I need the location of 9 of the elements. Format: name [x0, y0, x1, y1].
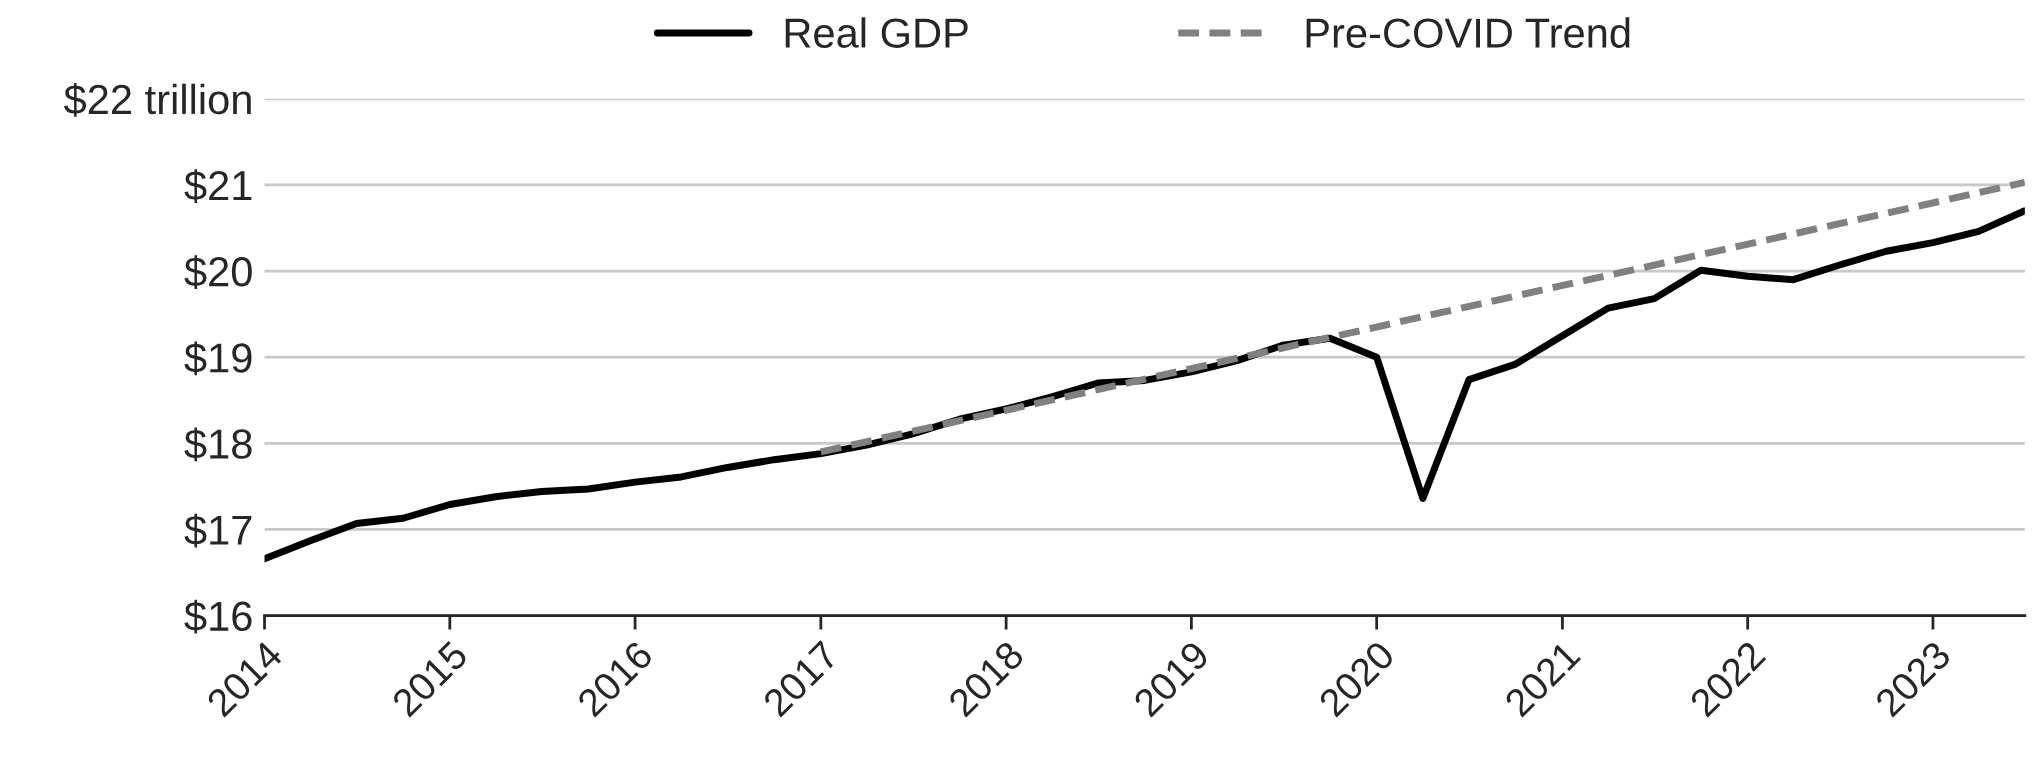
y-tick-label: $21 [184, 169, 252, 203]
legend-label: Pre-COVID Trend [1306, 17, 1630, 48]
y-tick-label: $20 [184, 255, 252, 290]
legend-label: Real GDP [785, 17, 968, 48]
y-tick-label: $18 [184, 427, 252, 462]
y-tick-label: $16 [184, 599, 252, 634]
y-tick-label: $22 trillion [63, 83, 251, 117]
y-tick-label: $17 [184, 513, 252, 548]
y-tick-label: $19 [184, 341, 252, 376]
